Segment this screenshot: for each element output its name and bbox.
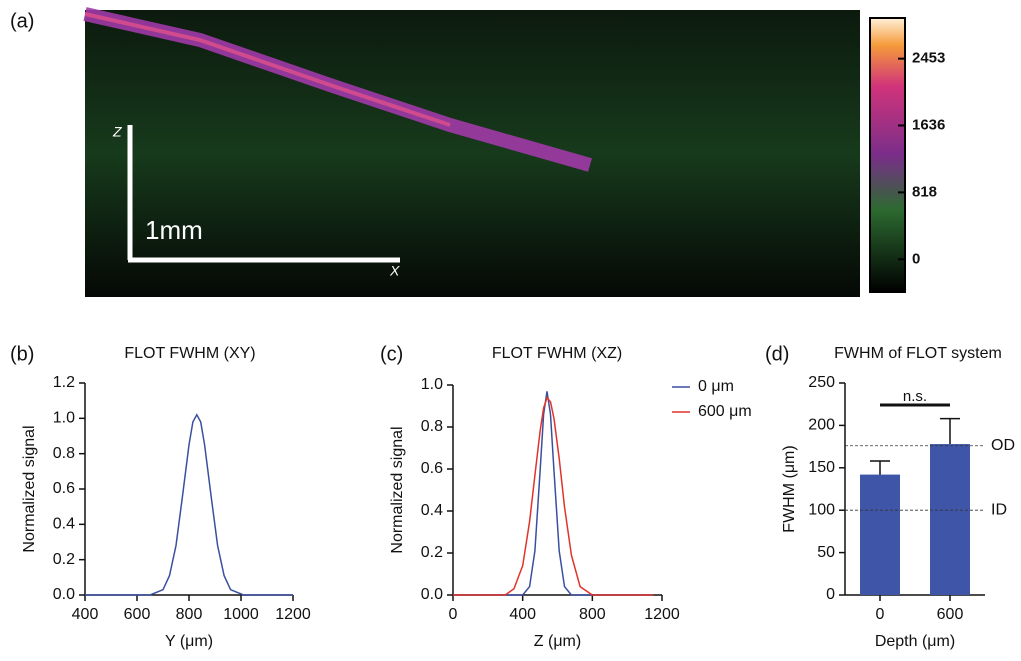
- y-tick-label: 1.0: [421, 376, 443, 393]
- x-tick-label: 1200: [275, 606, 311, 623]
- y-tick-label: 0: [826, 586, 835, 603]
- x-tick-label: 400: [509, 606, 536, 623]
- chart-title: FLOT FWHM (XZ): [492, 345, 622, 362]
- x-tick-label: 400: [72, 606, 99, 623]
- panel-label: (b): [10, 343, 34, 365]
- x-tick-label: 800: [579, 606, 606, 623]
- y-tick-label: 0.6: [421, 460, 443, 477]
- reference-label: ID: [991, 501, 1007, 518]
- y-axis-label: Normalized signal: [389, 426, 406, 553]
- y-tick-label: 0.4: [53, 516, 75, 533]
- y-tick-label: 100: [808, 501, 835, 518]
- y-tick-label: 0.0: [421, 586, 443, 603]
- heatmap-image: [83, 7, 906, 297]
- panel-label: (c): [380, 343, 403, 365]
- bar: [860, 474, 900, 595]
- legend-label: 600 μm: [698, 403, 752, 420]
- x-axis-label: Depth (μm): [875, 633, 955, 650]
- x-tick-label: 1200: [644, 606, 680, 623]
- y-tick-label: 250: [808, 374, 835, 391]
- colorbar-tick-label: 2453: [912, 50, 945, 67]
- error-bar: [870, 460, 890, 475]
- panel-label: (d): [765, 343, 789, 365]
- chart-title: FLOT FWHM (XY): [124, 345, 255, 362]
- x-tick-label: 0: [449, 606, 458, 623]
- colorbar-tick-label: 818: [912, 183, 937, 200]
- chart-title: FWHM of FLOT system: [834, 345, 1002, 362]
- x-axis-label: Y (μm): [165, 633, 213, 650]
- x-tick-label: 0: [876, 606, 885, 623]
- y-axis-label: FWHM (μm): [781, 445, 798, 532]
- y-tick-label: 0.2: [421, 544, 443, 561]
- y-tick-label: 0.4: [421, 502, 443, 519]
- y-tick-label: 50: [817, 544, 835, 561]
- y-tick-label: 0.0: [53, 586, 75, 603]
- y-tick-label: 1.2: [53, 374, 75, 391]
- x-tick-label: 600: [124, 606, 151, 623]
- axis-label-z: Z: [112, 124, 122, 140]
- y-tick-label: 0.2: [53, 551, 75, 568]
- colorbar-tick-label: 0: [912, 250, 920, 267]
- y-axis-label: Normalized signal: [21, 425, 38, 552]
- axis-label-x: X: [389, 263, 400, 279]
- significance-label: n.s.: [903, 388, 927, 405]
- y-tick-label: 0.6: [53, 480, 75, 497]
- x-tick-label: 1000: [223, 606, 259, 623]
- y-tick-label: 150: [808, 459, 835, 476]
- bar: [930, 444, 970, 595]
- x-tick-label: 800: [176, 606, 203, 623]
- y-tick-label: 200: [808, 417, 835, 434]
- legend-label: 0 μm: [698, 378, 734, 395]
- y-tick-label: 0.8: [421, 418, 443, 435]
- error-bar: [940, 417, 960, 445]
- line-series: [453, 396, 654, 596]
- panel-label: (a): [10, 10, 34, 32]
- y-tick-label: 1.0: [53, 410, 75, 427]
- reference-label: OD: [991, 437, 1015, 454]
- scale-bar-label: 1mm: [145, 215, 203, 245]
- y-tick-label: 0.8: [53, 445, 75, 462]
- colorbar-tick-label: 1636: [912, 116, 945, 133]
- x-axis-label: Z (μm): [534, 633, 581, 650]
- line-series: [85, 413, 293, 596]
- line-series: [453, 391, 654, 596]
- x-tick-label: 600: [937, 606, 964, 623]
